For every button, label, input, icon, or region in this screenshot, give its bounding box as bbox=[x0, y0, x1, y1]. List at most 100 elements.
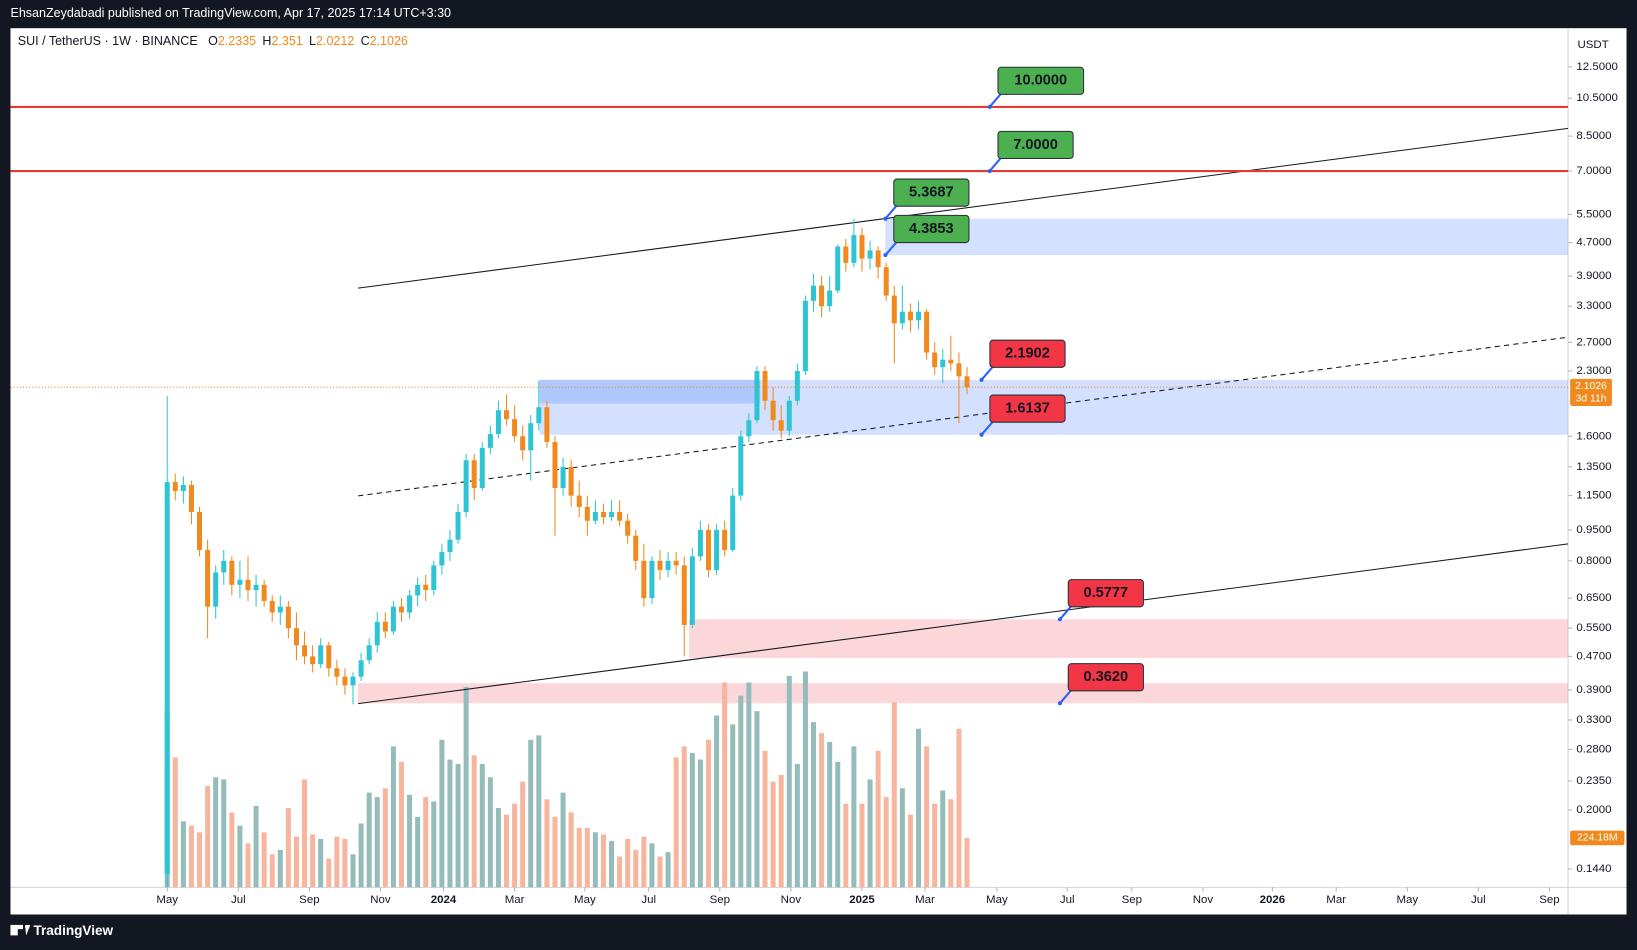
volume-bar bbox=[641, 836, 647, 888]
legend-item: 2.1026 bbox=[370, 34, 408, 48]
volume-bar bbox=[407, 794, 413, 888]
volume-bar bbox=[431, 801, 437, 888]
label-anchor bbox=[883, 252, 888, 258]
candle-body bbox=[213, 572, 219, 607]
x-tick-label: May bbox=[156, 894, 178, 906]
candle-body bbox=[649, 560, 655, 599]
volume-bar bbox=[746, 682, 752, 888]
candle-body bbox=[261, 584, 267, 601]
axes: 12.5000 10.5000 8.5000 7.0000 5.5000 4.7000 3.… bbox=[156, 61, 1625, 906]
trendline bbox=[358, 336, 1569, 497]
y-tick-label: 0.3900 bbox=[1576, 684, 1611, 696]
y-tick-label: 0.2350 bbox=[1576, 775, 1611, 787]
volume-bar bbox=[552, 816, 558, 888]
volume-bar bbox=[899, 788, 905, 888]
volume-bar bbox=[625, 838, 631, 888]
y-tick-label: 0.9500 bbox=[1576, 524, 1611, 536]
volume-bar bbox=[697, 759, 703, 888]
legend-item: H bbox=[262, 34, 271, 48]
level-label: 1.6137 bbox=[1005, 400, 1050, 416]
candle-body bbox=[592, 511, 598, 521]
y-tick-label: 10.5000 bbox=[1576, 92, 1617, 104]
candle-body bbox=[875, 250, 881, 268]
legend-item: C bbox=[361, 34, 370, 48]
candle-body bbox=[423, 584, 429, 591]
candle-body bbox=[334, 668, 340, 677]
legend-item: 2.2335 bbox=[218, 34, 256, 48]
candle-body bbox=[520, 436, 526, 451]
volume-bar bbox=[819, 733, 825, 888]
volume-bar bbox=[916, 728, 922, 888]
y-tick-label: 3.3000 bbox=[1576, 300, 1611, 312]
candle-body bbox=[528, 423, 534, 451]
logo-mark bbox=[10, 924, 18, 936]
candle-body bbox=[665, 560, 671, 571]
volume-bar bbox=[754, 711, 760, 888]
candle-body bbox=[633, 535, 639, 561]
candle-body bbox=[237, 579, 243, 585]
candle-body bbox=[350, 676, 356, 686]
volume-bar bbox=[302, 779, 308, 888]
candle-body bbox=[609, 511, 615, 518]
volume-bar bbox=[463, 686, 469, 888]
volume-bar bbox=[633, 849, 639, 888]
volume-bar bbox=[245, 843, 251, 888]
x-tick-label: Jul bbox=[1060, 894, 1075, 906]
level-label: 5.3687 bbox=[909, 184, 954, 200]
candle-body bbox=[924, 311, 930, 353]
volume-bar bbox=[439, 739, 445, 888]
x-tick-label: 2024 bbox=[431, 894, 457, 906]
candle-body bbox=[229, 560, 235, 585]
candle-body bbox=[754, 371, 760, 421]
volume-bar bbox=[576, 827, 582, 888]
x-tick-label: Jul bbox=[641, 894, 656, 906]
volume-bar bbox=[851, 746, 857, 888]
candle-body bbox=[398, 606, 404, 613]
x-tick-label: Nov bbox=[370, 894, 391, 906]
volume-bar bbox=[568, 812, 574, 888]
x-tick-label: Mar bbox=[915, 894, 935, 906]
volume-label: 224.18M bbox=[1577, 833, 1618, 844]
volume-bar bbox=[172, 757, 178, 888]
candle-body bbox=[552, 441, 558, 488]
legend-item: SUI / TetherUS · 1W · BINANCE bbox=[18, 34, 198, 48]
candle-body bbox=[625, 520, 631, 536]
volume-bar bbox=[689, 752, 695, 888]
volume-bar bbox=[213, 777, 219, 888]
trendline bbox=[358, 543, 1569, 705]
candle-body bbox=[867, 250, 873, 259]
candle-body bbox=[342, 676, 348, 686]
volume-bar bbox=[786, 675, 792, 888]
y-tick-label: 2.7000 bbox=[1576, 336, 1611, 348]
volume-bar bbox=[261, 832, 267, 888]
candle-body bbox=[576, 495, 582, 507]
candle-body bbox=[883, 267, 889, 296]
volume-bar bbox=[609, 841, 615, 888]
volume-bar bbox=[285, 808, 291, 888]
volume-bar bbox=[197, 832, 203, 888]
candle-body bbox=[681, 565, 687, 625]
currency: USDT bbox=[1577, 39, 1608, 51]
volume-bar bbox=[382, 788, 388, 888]
x-tick-label: Jul bbox=[231, 894, 246, 906]
legend-item: 2.0212 bbox=[316, 34, 354, 48]
volume-bar bbox=[649, 843, 655, 888]
volume-bar bbox=[811, 722, 817, 888]
trendline bbox=[358, 127, 1569, 289]
candle-body bbox=[366, 645, 372, 661]
zone bbox=[689, 619, 1569, 658]
volume-bar bbox=[738, 695, 744, 888]
volume-bar bbox=[350, 854, 356, 888]
last-price-box bbox=[1570, 378, 1612, 406]
x-tick-label: Sep bbox=[1539, 894, 1559, 906]
candle-body bbox=[512, 419, 518, 437]
candle-body bbox=[835, 246, 841, 291]
volume-bar bbox=[374, 797, 380, 888]
volume-bar bbox=[907, 814, 913, 888]
y-tick-label: 0.5500 bbox=[1576, 622, 1611, 634]
volume-bar bbox=[237, 825, 243, 888]
candle-body bbox=[770, 400, 776, 421]
trendlines bbox=[358, 127, 1569, 705]
candle-body bbox=[495, 410, 501, 435]
